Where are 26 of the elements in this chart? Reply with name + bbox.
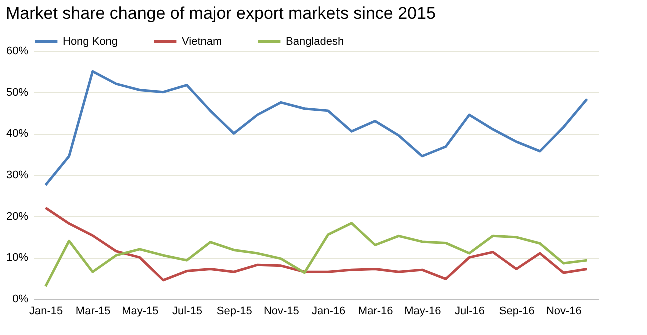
x-tick-label: Nov-15 <box>264 306 300 318</box>
line-series <box>44 222 588 288</box>
y-tick-label: 30% <box>6 170 29 182</box>
x-tick-label: Mar-15 <box>76 306 111 318</box>
x-tick-label: May-15 <box>122 306 159 318</box>
x-tick-label: Mar-16 <box>358 306 394 318</box>
line-series <box>44 206 588 282</box>
y-tick-label: 50% <box>6 86 29 99</box>
line-series <box>44 70 588 187</box>
x-tick-label: Jan-15 <box>29 306 64 318</box>
x-tick-label: May-16 <box>404 306 442 318</box>
y-tick-label: 60% <box>6 46 29 58</box>
x-tick-label: Jul-15 <box>172 306 203 318</box>
y-tick-label: 10% <box>6 252 29 264</box>
legend-label: Hong Kong <box>63 36 118 48</box>
x-tick-label: Nov-16 <box>546 306 582 318</box>
chart-title: Market share change of major export markets since 2015 <box>6 4 436 23</box>
x-tick-label: Jan-16 <box>312 306 346 318</box>
x-tick-label: Sep-16 <box>499 306 535 318</box>
x-tick-label: Sep-15 <box>216 306 252 318</box>
legend-label: Bangladesh <box>286 36 344 48</box>
y-tick-label: 40% <box>6 128 29 140</box>
y-tick-label: 0% <box>12 294 29 306</box>
y-tick-label: 20% <box>6 210 29 223</box>
legend-label: Vietnam <box>182 36 222 48</box>
x-tick-label: Jul-16 <box>455 306 486 318</box>
